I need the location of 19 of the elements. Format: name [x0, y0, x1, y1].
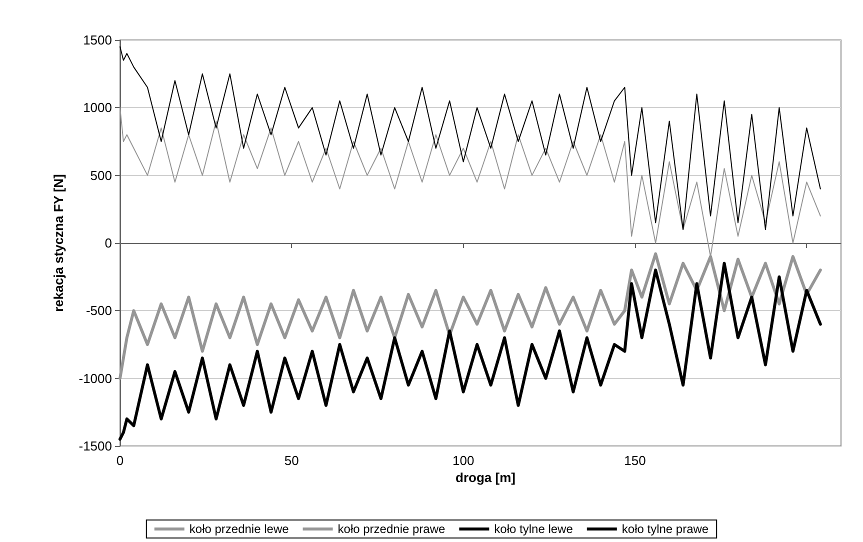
- y-tick-label: -500: [86, 303, 112, 318]
- y-tick-label: 500: [90, 168, 112, 183]
- legend-label: koło przednie prawe: [338, 522, 446, 536]
- line-series: [118, 262, 822, 441]
- line-series: [120, 46, 821, 230]
- x-tick-label: 50: [284, 453, 299, 468]
- y-tick-label: 0: [104, 236, 112, 250]
- x-tick-label: 0: [116, 453, 124, 468]
- y-tick-label: 1500: [83, 32, 112, 48]
- legend-label: koło tylne prawe: [622, 522, 709, 536]
- legend-label: koło tylne lewe: [494, 522, 574, 536]
- y-tick-label: -1000: [78, 370, 112, 386]
- y-axis-title: rekacja styczna FY [N]: [51, 174, 66, 312]
- x-axis-title: droga [m]: [456, 470, 516, 485]
- y-tick-label: -1500: [78, 438, 112, 454]
- x-tick-label: 150: [624, 453, 646, 468]
- y-tick-label: 1000: [83, 100, 112, 116]
- legend-label: koło przednie lewe: [189, 522, 290, 536]
- x-tick-label: 100: [452, 453, 474, 468]
